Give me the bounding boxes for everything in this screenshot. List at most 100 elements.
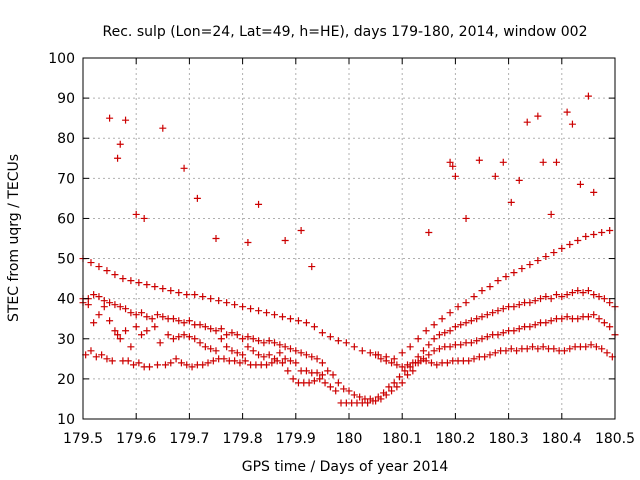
data-point (590, 230, 598, 238)
y-axis-label: STEC from uqrg / TECUs (6, 154, 22, 322)
x-tick-label: 179.5 (63, 431, 103, 447)
x-axis-label: GPS time / Days of year 2014 (242, 459, 449, 475)
data-point (153, 361, 161, 369)
data-point (414, 353, 422, 361)
data-point (127, 309, 135, 317)
data-point (151, 283, 159, 291)
data-point (350, 391, 358, 399)
data-point (111, 271, 119, 279)
data-point (111, 327, 119, 335)
data-point (526, 299, 534, 307)
data-point (95, 293, 103, 301)
data-point (350, 343, 358, 351)
data-point (286, 315, 294, 323)
data-point (481, 353, 489, 361)
data-point (547, 295, 555, 303)
data-point (568, 120, 576, 128)
data-point (531, 297, 539, 305)
data-point (385, 383, 393, 391)
data-point (606, 226, 614, 234)
data-point (427, 359, 435, 367)
data-point (318, 371, 326, 379)
data-point (135, 359, 143, 367)
data-point (398, 363, 406, 371)
data-point (138, 309, 146, 317)
data-point (265, 351, 273, 359)
data-point (185, 333, 193, 341)
data-point (457, 341, 465, 349)
data-point (122, 327, 130, 335)
data-point (550, 249, 558, 257)
data-point (390, 379, 398, 387)
data-point (231, 301, 239, 309)
data-point (132, 311, 140, 319)
data-point (122, 305, 130, 313)
data-point (87, 259, 95, 267)
data-point (217, 335, 225, 343)
data-point (132, 210, 140, 218)
x-tick-labels: 179.5 179.6 179.7 179.8 179.9 180 180.1 180.2 18… (63, 431, 635, 447)
y-tick-label: 30 (57, 332, 75, 348)
data-point (507, 198, 515, 206)
y-tick-label: 20 (57, 372, 75, 388)
data-point (356, 393, 364, 401)
data-point (87, 347, 95, 355)
data-point (276, 341, 284, 349)
data-point (196, 321, 204, 329)
data-point (600, 295, 608, 303)
data-point (276, 349, 284, 357)
grid-lines (83, 58, 615, 419)
data-point (239, 351, 247, 359)
data-point (271, 311, 279, 319)
data-point (510, 269, 518, 277)
data-point (523, 345, 531, 353)
data-point (146, 363, 153, 371)
data-point (467, 339, 475, 347)
data-point (308, 263, 316, 271)
data-point (374, 393, 382, 401)
data-point (122, 116, 130, 124)
data-point (180, 164, 188, 172)
data-point (425, 228, 433, 236)
data-point (340, 385, 348, 393)
data-point (473, 337, 481, 345)
data-point (239, 335, 247, 343)
x-tick-label: 180.4 (542, 431, 582, 447)
data-point (537, 295, 545, 303)
data-point (116, 303, 124, 311)
data-point (286, 345, 294, 353)
data-point (523, 118, 531, 126)
data-point (401, 367, 409, 375)
data-point (244, 343, 252, 351)
data-point (313, 355, 321, 363)
data-point (161, 361, 169, 369)
data-point (167, 359, 175, 367)
data-point (273, 357, 281, 365)
data-point (422, 357, 430, 365)
data-point (409, 367, 417, 375)
data-point (358, 347, 366, 355)
data-point (244, 239, 252, 247)
data-point (406, 343, 414, 351)
data-point (430, 335, 438, 343)
data-point (220, 355, 228, 363)
data-point (326, 383, 334, 391)
y-tick-label: 70 (57, 171, 75, 187)
data-point (116, 140, 124, 148)
data-point (475, 156, 483, 164)
y-tick-label: 60 (57, 211, 75, 227)
data-point (281, 237, 289, 245)
data-point (462, 299, 470, 307)
data-point (393, 361, 401, 369)
data-point (563, 291, 571, 299)
x-tick-label: 179.8 (223, 431, 263, 447)
data-point (425, 341, 433, 349)
x-tick-label: 180.3 (489, 431, 529, 447)
data-point (454, 303, 462, 311)
data-point (159, 285, 167, 293)
data-point (289, 375, 297, 383)
data-point (422, 327, 430, 335)
data-point (584, 92, 592, 100)
data-point (114, 331, 122, 339)
